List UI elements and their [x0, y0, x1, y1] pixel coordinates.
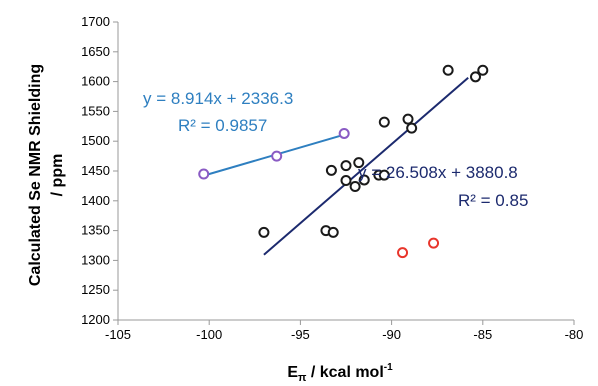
- blue-fit-r2: R² = 0.9857: [178, 116, 267, 135]
- data-point-1: [271, 150, 283, 162]
- data-point-0: [406, 122, 418, 134]
- data-point-2: [397, 247, 409, 259]
- y-tick-label: 1700: [81, 14, 110, 29]
- x-tick-label: -95: [291, 327, 310, 342]
- y-tick-label: 1350: [81, 223, 110, 238]
- x-axis-title: Eπ / kcal mol-1: [287, 362, 393, 384]
- data-point-0: [358, 174, 370, 186]
- y-tick-label: 1650: [81, 44, 110, 59]
- navy-fit-r2: R² = 0.85: [458, 191, 528, 210]
- x-tick-label: -90: [382, 327, 401, 342]
- data-point-0: [325, 164, 337, 176]
- trend-line-0: [263, 77, 469, 256]
- x-tick-label: -100: [196, 327, 222, 342]
- y-axis-title-line2: / ppm: [49, 154, 66, 197]
- x-tick-label: -85: [473, 327, 492, 342]
- x-tick-label: -105: [105, 327, 131, 342]
- blue-fit-equation: y = 8.914x + 2336.3: [143, 89, 293, 108]
- data-point-0: [378, 169, 390, 181]
- tick-labels: 1200 1250 1300 1350 1400 1450 1500 1550 1600 1650…: [81, 14, 583, 342]
- axes: [113, 21, 575, 325]
- data-point-0: [402, 113, 414, 125]
- data-point-0: [327, 226, 339, 238]
- data-point-0: [470, 71, 482, 83]
- data-point-0: [378, 116, 390, 128]
- data-point-0: [258, 226, 270, 238]
- y-tick-label: 1500: [81, 133, 110, 148]
- y-tick-label: 1600: [81, 74, 110, 89]
- data-point-0: [442, 64, 454, 76]
- y-tick-label: 1300: [81, 252, 110, 267]
- data-point-1: [198, 168, 210, 180]
- data-point-0: [340, 175, 352, 187]
- data-points: [198, 64, 489, 259]
- data-point-0: [353, 157, 365, 169]
- y-tick-label: 1200: [81, 312, 110, 327]
- y-tick-label: 1250: [81, 282, 110, 297]
- data-point-0: [340, 160, 352, 172]
- x-tick-label: -80: [565, 327, 584, 342]
- y-tick-label: 1550: [81, 103, 110, 118]
- data-point-1: [338, 127, 350, 139]
- y-tick-label: 1400: [81, 193, 110, 208]
- y-axis-title-line1: Calculated Se NMR Shielding: [27, 64, 44, 286]
- data-point-0: [349, 180, 361, 192]
- navy-fit-equation: y = 26.508x + 3880.8: [358, 163, 518, 182]
- y-tick-label: 1450: [81, 163, 110, 178]
- data-point-0: [477, 64, 489, 76]
- data-point-2: [428, 237, 440, 249]
